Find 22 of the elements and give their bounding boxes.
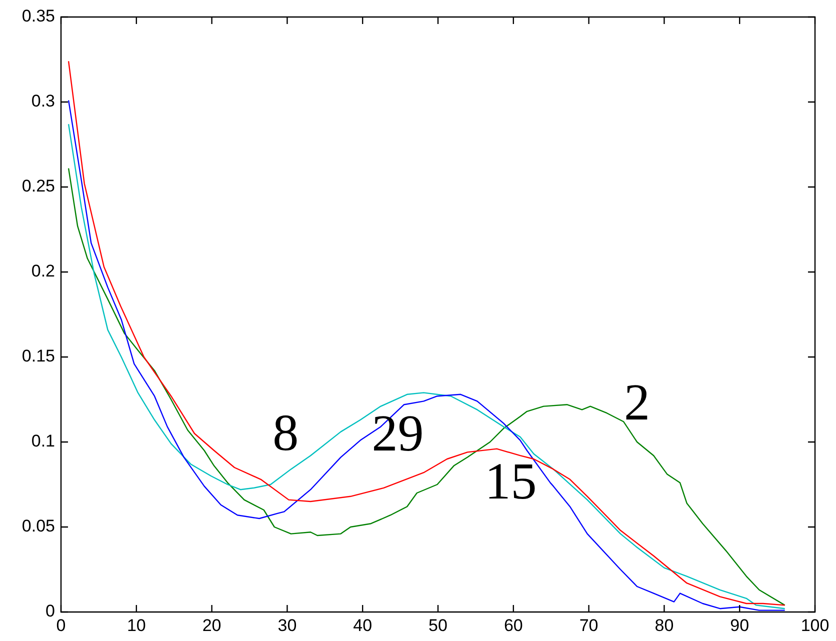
x-tick-label: 70 [579,616,598,635]
y-tick-label: 0.2 [31,262,55,281]
x-tick-label: 50 [428,616,448,635]
x-tick-label: 90 [730,616,750,635]
series-label: 29 [372,405,424,462]
y-tick-label: 0.05 [22,516,55,536]
y-tick-label: 0.1 [31,432,55,451]
x-tick-label: 10 [126,616,146,635]
y-tick-label: 0 [46,602,55,621]
x-tick-label: 40 [353,616,372,635]
x-tick-label: 80 [654,616,674,635]
y-tick-label: 0.35 [22,6,55,26]
series-label: 2 [624,374,650,432]
y-tick-label: 0.15 [22,346,55,366]
y-tick-label: 0.25 [22,176,55,196]
x-tick-label: 30 [278,616,297,635]
x-tick-label: 100 [800,616,830,635]
x-tick-label: 60 [504,616,523,635]
series-label: 8 [272,405,299,462]
series-label: 15 [484,453,537,510]
x-tick-label: 20 [202,616,222,635]
y-tick-label: 0.3 [31,92,55,111]
